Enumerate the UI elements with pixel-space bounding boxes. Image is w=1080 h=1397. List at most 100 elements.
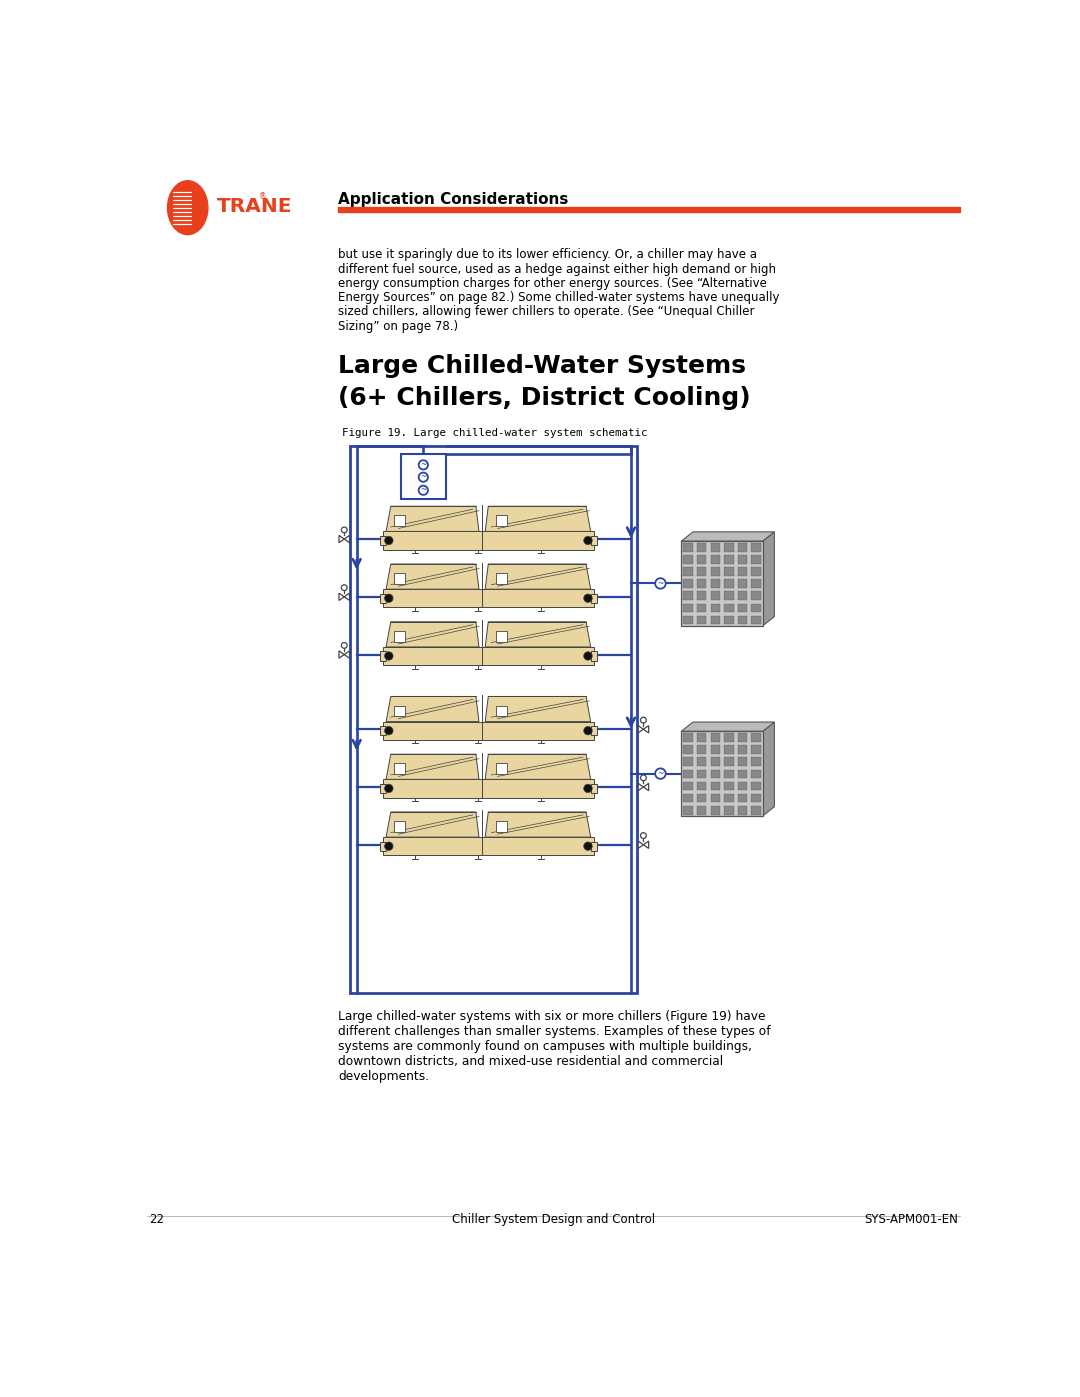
Bar	[738, 555, 747, 564]
Bar	[394, 515, 405, 527]
Bar	[591, 594, 597, 602]
Bar	[738, 616, 747, 624]
Circle shape	[419, 460, 428, 469]
Bar	[380, 841, 387, 851]
Bar	[711, 543, 720, 552]
Circle shape	[341, 643, 347, 648]
Bar	[724, 604, 733, 612]
Circle shape	[640, 717, 646, 724]
Bar	[711, 746, 720, 754]
Bar	[752, 793, 760, 802]
Polygon shape	[681, 532, 774, 541]
Bar	[383, 531, 594, 549]
Bar	[684, 770, 693, 778]
Bar	[738, 604, 747, 612]
Bar	[724, 781, 733, 791]
Polygon shape	[387, 754, 478, 780]
Bar	[752, 757, 760, 766]
Bar	[684, 591, 693, 601]
Bar	[383, 590, 594, 608]
Text: TRANE: TRANE	[217, 197, 293, 217]
Bar	[724, 616, 733, 624]
Circle shape	[341, 527, 347, 532]
Bar	[711, 793, 720, 802]
Bar	[684, 806, 693, 814]
Text: 22: 22	[149, 1214, 164, 1227]
Circle shape	[640, 775, 646, 781]
Bar	[394, 763, 405, 774]
Bar	[383, 837, 594, 855]
Bar	[711, 757, 720, 766]
Bar	[684, 604, 693, 612]
Bar	[380, 651, 387, 661]
Polygon shape	[644, 841, 649, 848]
Circle shape	[384, 652, 393, 661]
Bar	[684, 793, 693, 802]
Circle shape	[583, 726, 592, 735]
Bar	[752, 781, 760, 791]
Bar	[752, 580, 760, 588]
Bar	[496, 705, 507, 717]
Text: but use it sparingly due to its lower efficiency. Or, a chiller may have a: but use it sparingly due to its lower ef…	[338, 249, 757, 261]
Text: ~: ~	[420, 485, 427, 495]
Bar	[380, 784, 387, 793]
Bar	[752, 604, 760, 612]
Circle shape	[419, 472, 428, 482]
Bar	[394, 705, 405, 717]
Bar	[724, 806, 733, 814]
Bar	[684, 757, 693, 766]
Bar	[738, 806, 747, 814]
Polygon shape	[762, 722, 774, 816]
Bar	[711, 733, 720, 742]
Bar	[711, 555, 720, 564]
Polygon shape	[345, 594, 350, 601]
Bar	[711, 781, 720, 791]
Bar	[350, 447, 637, 993]
Text: ~: ~	[420, 460, 427, 469]
Text: ~: ~	[658, 578, 663, 588]
Bar	[697, 770, 706, 778]
Polygon shape	[387, 697, 478, 722]
Circle shape	[583, 842, 592, 851]
Circle shape	[341, 585, 347, 591]
Polygon shape	[638, 725, 644, 733]
Polygon shape	[339, 535, 345, 542]
Bar	[496, 821, 507, 831]
Bar	[724, 555, 733, 564]
Bar	[738, 591, 747, 601]
Circle shape	[583, 784, 592, 792]
Bar	[752, 733, 760, 742]
Bar	[401, 454, 446, 499]
Bar	[711, 591, 720, 601]
Polygon shape	[339, 651, 345, 658]
Bar	[738, 543, 747, 552]
Text: downtown districts, and mixed-use residential and commercial: downtown districts, and mixed-use reside…	[338, 1055, 724, 1069]
Text: developments.: developments.	[338, 1070, 429, 1083]
Bar	[752, 770, 760, 778]
Bar	[738, 567, 747, 576]
Bar	[711, 567, 720, 576]
Bar	[394, 821, 405, 831]
Polygon shape	[485, 812, 591, 837]
Text: different challenges than smaller systems. Examples of these types of: different challenges than smaller system…	[338, 1025, 771, 1038]
Bar	[738, 746, 747, 754]
Polygon shape	[485, 754, 591, 780]
Bar	[752, 591, 760, 601]
Bar	[724, 580, 733, 588]
Circle shape	[656, 768, 665, 780]
Bar	[697, 616, 706, 624]
Text: Large chilled-water systems with six or more chillers (Figure 19) have: Large chilled-water systems with six or …	[338, 1010, 766, 1023]
Bar	[496, 631, 507, 641]
Ellipse shape	[167, 180, 207, 235]
Bar	[724, 543, 733, 552]
Polygon shape	[345, 535, 350, 542]
Polygon shape	[387, 812, 478, 837]
Bar	[496, 573, 507, 584]
Bar	[724, 567, 733, 576]
Bar	[738, 757, 747, 766]
Circle shape	[583, 536, 592, 545]
Bar	[752, 616, 760, 624]
Bar	[684, 781, 693, 791]
Text: ~: ~	[658, 768, 663, 778]
Bar	[591, 651, 597, 661]
